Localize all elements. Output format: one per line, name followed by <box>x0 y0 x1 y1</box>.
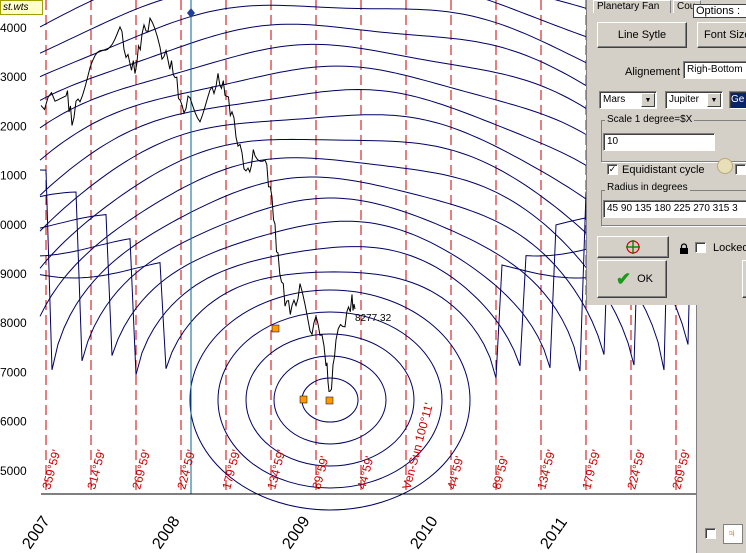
price-tick-label: 5000 <box>0 464 27 478</box>
cycle-lines <box>45 0 677 494</box>
fan-circles <box>39 0 701 511</box>
planetary-fan-panel: Planetary Fan Cou... Options : Line Sytl… <box>586 0 746 305</box>
price-tick-label: 9000 <box>0 267 27 281</box>
side-checkbox[interactable] <box>705 528 716 539</box>
price-tick-label: 1000 <box>0 169 27 183</box>
tab-planetary-fan[interactable]: Planetary Fan <box>593 0 671 13</box>
fan-circle-arc <box>39 169 701 371</box>
secondary-checkbox[interactable] <box>735 164 746 175</box>
equidistant-label: Equidistant cycle <box>622 164 705 176</box>
font-size-button[interactable]: Font Size <box>697 22 746 48</box>
fan-circle <box>217 311 443 489</box>
pivot-marker-2[interactable] <box>299 395 308 404</box>
line-style-button[interactable]: Line Sytle <box>597 22 687 48</box>
options-label[interactable]: Options : <box>693 4 746 18</box>
file-label: st.wts <box>0 0 43 15</box>
price-tick-label: 0000 <box>0 218 27 232</box>
planet-icon[interactable]: ♃ <box>723 524 743 544</box>
price-tick-label: 3000 <box>0 70 27 84</box>
price-tick-label: 8000 <box>0 316 27 330</box>
planet1-value: Mars <box>603 94 626 105</box>
alignment-field[interactable]: Righ-Bottom <box>683 61 746 79</box>
target-button[interactable] <box>597 236 669 258</box>
locked-label: Locked <box>713 242 746 254</box>
radius-input[interactable]: 45 90 135 180 225 270 315 3 <box>603 200 746 218</box>
scale-input[interactable]: 10 <box>603 133 715 151</box>
check-icon: ✔ <box>616 268 632 289</box>
price-axis: 4000 3000 2000 1000 0000 9000 8000 7000 6000 5000 <box>0 21 27 478</box>
pivot-marker-1[interactable] <box>271 324 280 333</box>
ok-button[interactable]: ✔ OK <box>597 260 667 298</box>
fan-circle <box>189 289 471 511</box>
fan-circle <box>245 333 415 467</box>
fan-circle <box>273 355 387 445</box>
secondary-button-edge[interactable] <box>742 260 746 298</box>
planet2-select[interactable]: Jupiter ▼ <box>665 91 723 109</box>
price-tick-label: 6000 <box>0 415 27 429</box>
ok-button-label: OK <box>637 273 653 285</box>
cursor-handle[interactable] <box>187 8 195 18</box>
side-toolbar: ♃ <box>696 305 746 553</box>
pivot-marker-3[interactable] <box>325 396 334 405</box>
sun-icon <box>717 158 733 174</box>
target-icon <box>626 240 640 254</box>
price-line <box>40 16 356 392</box>
price-tick-label: 4000 <box>0 21 27 35</box>
planet1-select[interactable]: Mars ▼ <box>599 91 657 109</box>
price-tick-label: 7000 <box>0 365 27 379</box>
scale-group-label: Scale 1 degree=$X <box>605 114 695 125</box>
locked-checkbox[interactable] <box>695 242 706 253</box>
equidistant-checkbox[interactable]: ✓ <box>607 164 618 175</box>
lock-icon <box>679 242 689 254</box>
planet3-select[interactable]: Ge <box>729 91 746 109</box>
alignment-label: Alignement <box>625 66 681 78</box>
planet2-value: Jupiter <box>669 94 700 105</box>
radius-group-label: Radius in degrees <box>605 182 690 193</box>
last-price-label: 8277.32 <box>355 313 392 324</box>
chevron-down-icon[interactable]: ▼ <box>641 93 655 107</box>
price-tick-label: 2000 <box>0 119 27 133</box>
chevron-down-icon[interactable]: ▼ <box>707 93 721 107</box>
